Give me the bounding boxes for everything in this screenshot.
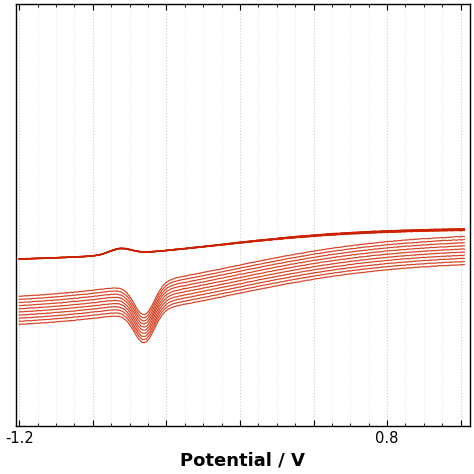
X-axis label: Potential / V: Potential / V <box>180 452 305 470</box>
